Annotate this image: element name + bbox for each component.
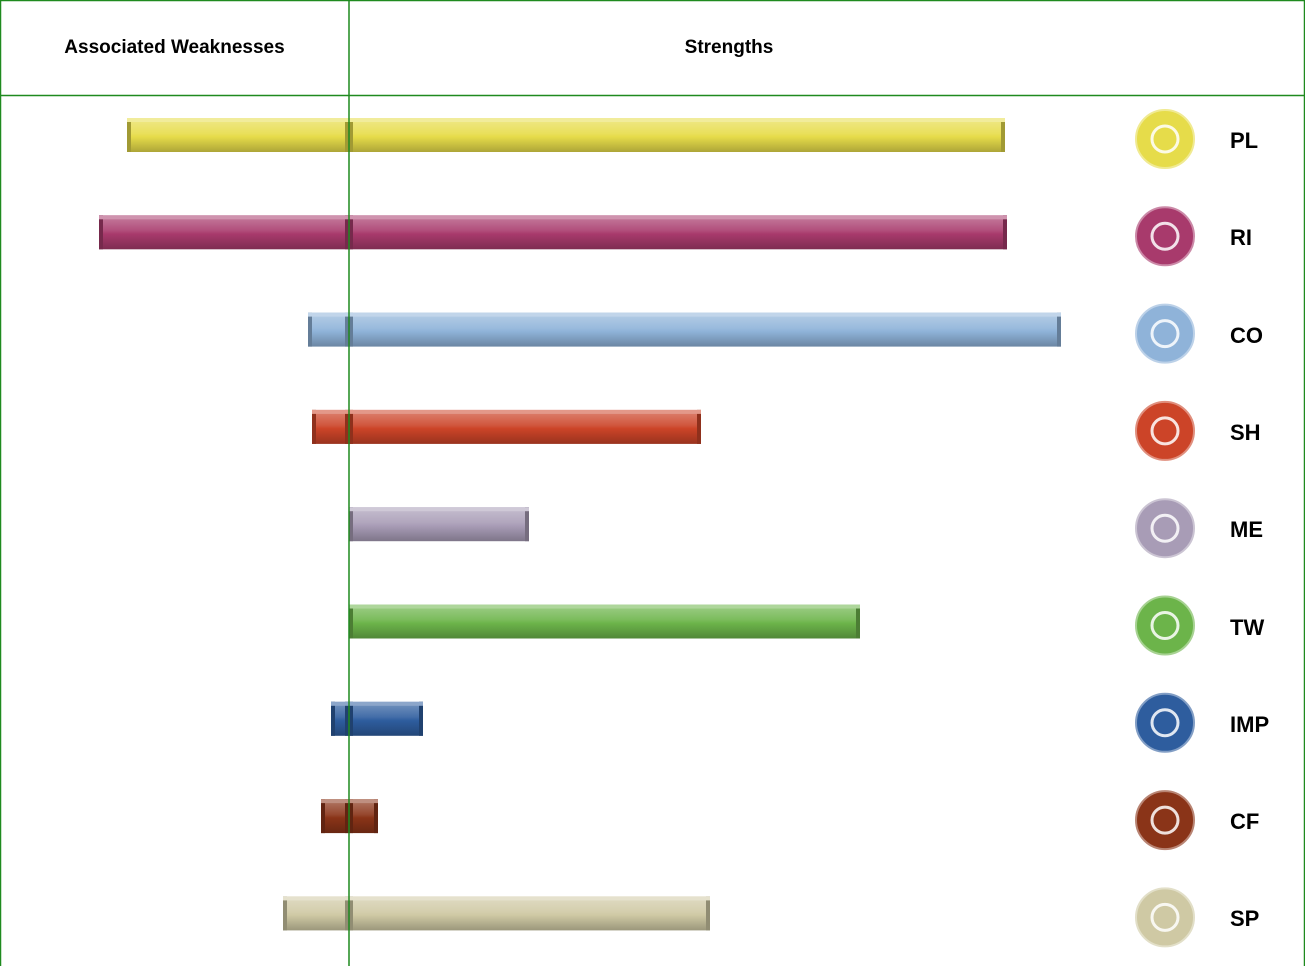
strength-bar-sh — [349, 409, 701, 444]
strength-bar-co — [349, 312, 1061, 347]
people-icon — [1132, 593, 1198, 658]
eye-icon — [1132, 495, 1198, 561]
strengths-header: Strengths — [684, 36, 774, 58]
person-icon — [1132, 301, 1198, 367]
strength-bar-imp — [349, 701, 423, 736]
weaknesses-header: Associated Weaknesses — [64, 36, 285, 58]
role-label-sp: SP — [1230, 906, 1260, 932]
lightbulb-icon — [1132, 106, 1198, 172]
role-label-tw: TW — [1230, 614, 1265, 640]
gears-icon — [1132, 690, 1198, 756]
weakness-bar-sp — [283, 896, 349, 931]
role-label-imp: IMP — [1230, 711, 1270, 737]
weakness-bar-imp — [331, 701, 349, 736]
weakness-bar-cf — [321, 799, 349, 834]
role-label-sh: SH — [1230, 419, 1261, 445]
strength-bar-pl — [349, 118, 1005, 152]
bars-layer — [99, 118, 1061, 931]
strength-bar-sp — [349, 896, 710, 931]
icons-layer — [1132, 106, 1198, 950]
tape-measure-icon — [1132, 398, 1198, 464]
role-label-cf: CF — [1230, 809, 1260, 835]
weakness-bar-ri — [99, 215, 349, 250]
strength-bar-me — [349, 507, 529, 542]
wrench-hand-icon — [1132, 787, 1198, 853]
role-label-pl: PL — [1230, 128, 1259, 153]
strength-bar-ri — [349, 215, 1007, 250]
microscope-icon — [1132, 884, 1198, 950]
role-label-ri: RI — [1230, 225, 1252, 251]
weakness-bar-sh — [312, 409, 349, 444]
role-label-co: CO — [1230, 322, 1263, 348]
role-label-me: ME — [1230, 517, 1263, 543]
weakness-bar-pl — [127, 118, 349, 152]
strength-bar-cf — [349, 799, 378, 834]
weakness-bar-co — [308, 312, 349, 347]
strength-bar-tw — [349, 604, 860, 639]
telephone-icon — [1132, 203, 1198, 269]
